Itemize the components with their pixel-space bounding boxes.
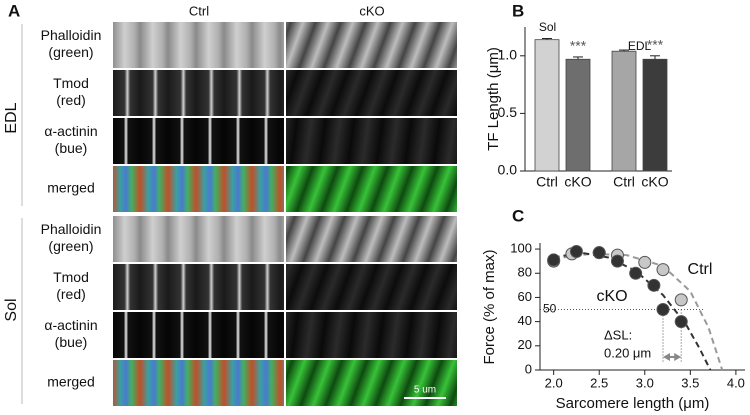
data-point <box>592 246 606 260</box>
row-label: (red) <box>56 92 86 108</box>
data-point <box>656 303 670 317</box>
y-tick-label: 80 <box>518 265 532 280</box>
micrograph <box>286 70 457 116</box>
series-label: Ctrl <box>688 261 713 278</box>
bar <box>642 58 668 172</box>
group-label: Sol <box>539 20 556 34</box>
data-point <box>656 263 670 277</box>
row-label: α-actinin <box>44 317 97 333</box>
row-label: (green) <box>48 44 93 60</box>
annotation: ΔSL: <box>604 327 632 342</box>
data-point <box>647 278 661 292</box>
row-label: Phalloidin <box>41 27 102 43</box>
row-label: Tmod <box>53 269 89 285</box>
micrograph <box>286 166 457 212</box>
micrograph <box>286 118 457 164</box>
scale-bar-label: 5 um <box>414 385 436 396</box>
y-tick-label: 0.5 <box>498 104 518 120</box>
y-axis-label: Force (% of max) <box>481 249 498 364</box>
significance: *** <box>570 38 587 54</box>
x-tick-label: cKO <box>641 174 668 190</box>
y-tick-label: 100 <box>510 240 532 255</box>
micrograph <box>286 312 457 358</box>
bar <box>534 39 560 172</box>
group-label: Sol <box>3 298 20 321</box>
arrow-head <box>674 353 682 361</box>
data-point <box>547 253 561 267</box>
data-point <box>638 255 652 269</box>
y-tick-label: 1.0 <box>498 47 518 63</box>
micrograph <box>286 360 457 406</box>
series-label: cKO <box>596 288 627 305</box>
x-tick-label: 3.0 <box>636 375 654 390</box>
group-label: EDL <box>3 102 20 133</box>
x-axis-label: Sarcomere length (μm) <box>556 395 710 412</box>
y-tick-label: 0 <box>525 361 532 376</box>
row-label: α-actinin <box>44 123 97 139</box>
x-tick-label: cKO <box>564 174 591 190</box>
row-label: (green) <box>48 238 93 254</box>
row-label: (bue) <box>55 140 88 156</box>
data-point <box>610 254 624 268</box>
row-label: (red) <box>56 286 86 302</box>
micrograph <box>286 216 457 262</box>
x-tick-label: 2.5 <box>590 375 608 390</box>
row-label: merged <box>47 374 94 390</box>
x-tick-label: Ctrl <box>536 174 558 190</box>
micrograph <box>286 264 457 310</box>
reference-label: 50 <box>543 302 557 316</box>
row-label: Tmod <box>53 75 89 91</box>
x-tick-label: 3.5 <box>681 375 699 390</box>
column-header: cKO <box>359 3 384 18</box>
panel-label: B <box>512 1 524 20</box>
bar <box>565 58 591 172</box>
data-point <box>569 244 583 258</box>
y-tick-label: 20 <box>518 337 532 352</box>
row-label: (bue) <box>55 334 88 350</box>
row-label: merged <box>47 180 94 196</box>
y-tick-label: 60 <box>518 289 532 304</box>
x-tick-label: Ctrl <box>613 174 635 190</box>
micrograph <box>113 216 284 262</box>
y-tick-label: 40 <box>518 313 532 328</box>
data-point <box>674 293 688 307</box>
column-header: Ctrl <box>189 3 209 18</box>
row-label: Phalloidin <box>41 221 102 237</box>
arrow-head <box>663 353 670 361</box>
panel-label: A <box>8 1 20 20</box>
micrograph <box>113 312 284 358</box>
micrograph <box>113 166 284 212</box>
y-tick-label: 0.0 <box>498 162 518 178</box>
x-tick-label: 4.0 <box>727 375 745 390</box>
micrograph <box>113 360 284 406</box>
significance: *** <box>647 37 664 53</box>
micrograph <box>286 22 457 68</box>
y-axis-label: TF Length (μm) <box>485 47 502 151</box>
panel-label: C <box>512 206 524 225</box>
data-point <box>674 315 688 329</box>
micrograph <box>113 70 284 116</box>
bar <box>611 50 637 172</box>
x-tick-label: 2.0 <box>545 375 563 390</box>
data-point <box>629 266 643 280</box>
micrograph <box>113 118 284 164</box>
micrograph <box>113 264 284 310</box>
group-label: EDL <box>628 39 652 53</box>
annotation: 0.20 μm <box>604 345 651 360</box>
micrograph <box>113 22 284 68</box>
